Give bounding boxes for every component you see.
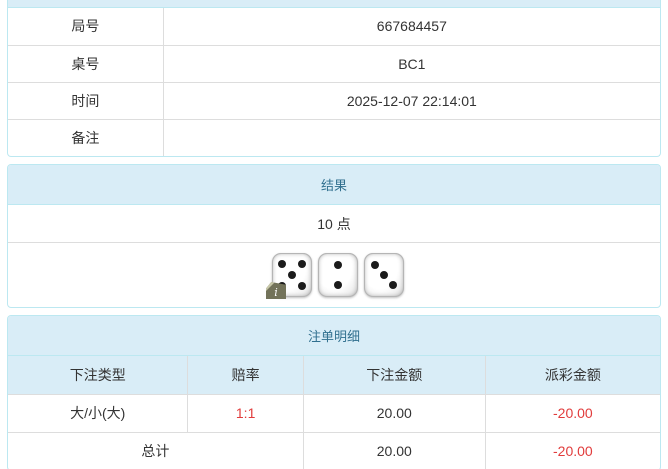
- bet-details-panel: 注单明细 下注类型 赔率 下注金额 派彩金额 大/小(大) 1:1 20.00: [7, 315, 661, 469]
- total-bet-amount: 20.00: [302, 431, 486, 469]
- time-label: 时间: [8, 81, 164, 119]
- odds-value: 1:1: [187, 393, 304, 432]
- dice-image-1: i: [266, 253, 312, 299]
- dice-image-2: [318, 253, 358, 297]
- table-id-value: BC1: [163, 44, 660, 82]
- table-header-row: 下注类型 赔率 下注金额 派彩金额: [8, 356, 660, 394]
- col-bet-type: 下注类型: [8, 356, 188, 394]
- total-row: 总计 20.00 -20.00: [8, 431, 660, 469]
- round-id-value: 667684457: [376, 18, 447, 35]
- image-info-icon: i: [266, 282, 286, 299]
- bet-row: 大/小(大) 1:1 20.00 -20.00: [8, 393, 660, 432]
- table-row: 桌号 BC1: [8, 44, 660, 82]
- table-row: 局号 667684457: [8, 8, 660, 45]
- bet-amount-value: 20.00: [302, 393, 486, 432]
- remark-label: 备注: [8, 118, 164, 156]
- col-payout: 派彩金额: [484, 356, 660, 394]
- total-payout: -20.00: [484, 431, 660, 469]
- col-odds: 赔率: [187, 356, 304, 394]
- dice-image-3: [364, 253, 404, 297]
- table-id-label: 桌号: [8, 44, 164, 82]
- bet-details-table: 下注类型 赔率 下注金额 派彩金额 大/小(大) 1:1 20.00 -20.0…: [8, 356, 660, 469]
- cut-header-strip: [8, 0, 660, 8]
- bet-details-title: 注单明细: [8, 316, 660, 356]
- round-id-label: 局号: [8, 8, 164, 45]
- game-info-panel: 局号 667684457 桌号 BC1 时间 2025-12-07 22:14:…: [7, 0, 661, 157]
- result-panel-title: 结果: [8, 165, 660, 205]
- result-panel: 结果 10 点 i: [7, 164, 661, 308]
- col-bet-amount: 下注金额: [302, 356, 486, 394]
- dice-row: i: [8, 243, 660, 307]
- table-row: 备注: [8, 118, 660, 156]
- payout-value: -20.00: [484, 393, 660, 432]
- time-value: 2025-12-07 22:14:01: [163, 81, 660, 119]
- table-row: 时间 2025-12-07 22:14:01: [8, 81, 660, 119]
- bet-type-value: 大/小(大): [8, 393, 188, 432]
- result-points: 10 点: [8, 205, 660, 243]
- total-label: 总计: [8, 431, 304, 469]
- remark-value: [163, 118, 660, 156]
- game-info-table: 局号 667684457 桌号 BC1 时间 2025-12-07 22:14:…: [8, 8, 660, 156]
